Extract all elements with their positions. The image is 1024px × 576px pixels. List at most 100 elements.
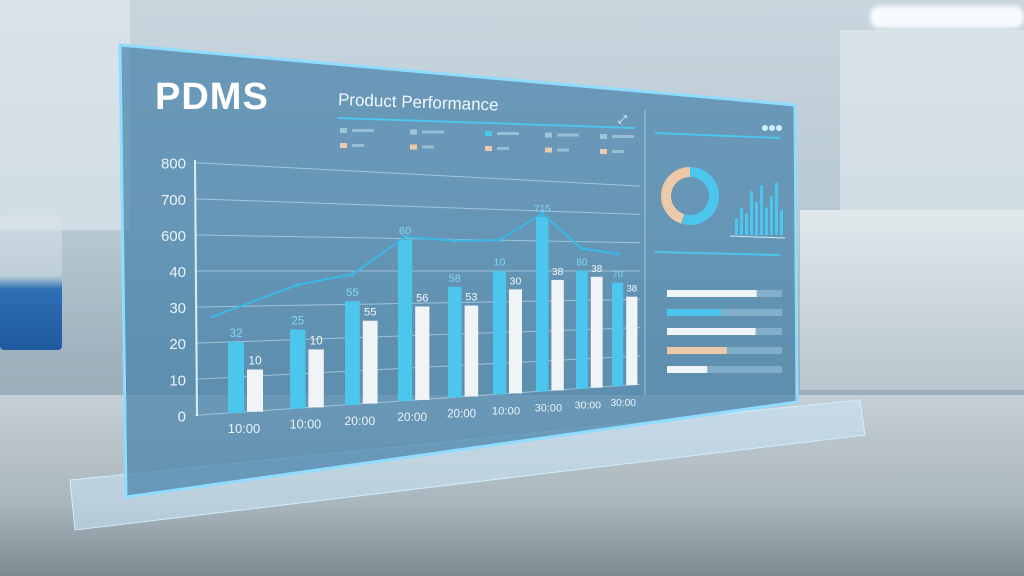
- side-underline: [654, 132, 781, 139]
- bar-series-2: [415, 306, 430, 400]
- x-tick-label: 10:00: [290, 418, 322, 432]
- progress-track: [667, 309, 782, 316]
- expand-icon[interactable]: ⤢: [618, 114, 627, 126]
- progress-fill: [667, 328, 756, 335]
- mini-bar: [770, 196, 773, 235]
- legend-text-blur: [497, 147, 509, 150]
- x-tick-label: 10:00: [228, 421, 261, 436]
- progress-fill: [667, 290, 757, 297]
- mini-bar: [755, 202, 758, 235]
- bar-series-1: [612, 282, 624, 387]
- data-label: 60: [399, 226, 411, 238]
- legend-swatch: [545, 132, 552, 138]
- legend-swatch: [545, 147, 552, 153]
- legend-text-blur: [422, 130, 444, 134]
- trend-point: [350, 272, 355, 277]
- progress-fill: [667, 366, 708, 373]
- mini-bar: [750, 191, 753, 235]
- trend-point: [452, 238, 457, 243]
- chart: 0 10 20 30 40 600 700 800 32 10 10:00 25 10 10:00 55 55…: [161, 156, 641, 436]
- x-tick-label: 20:00: [397, 410, 427, 424]
- mini-axis: [729, 235, 786, 239]
- x-tick-label: 10:00: [492, 405, 520, 417]
- y-tick-label: 10: [169, 372, 186, 389]
- legend-text-blur: [497, 132, 519, 135]
- y-tick-label: 30: [169, 300, 186, 317]
- bar-series-2: [590, 276, 603, 388]
- data-label: 715: [534, 204, 551, 215]
- y-tick-label: 700: [161, 192, 186, 209]
- legend-text-blur: [422, 145, 434, 149]
- data-label: 58: [449, 273, 461, 285]
- bar-series-1: [536, 216, 549, 392]
- x-tick-label: 20:00: [447, 408, 476, 421]
- bar-series-2: [551, 279, 564, 391]
- data-label: 32: [229, 326, 243, 340]
- title-underline: [337, 117, 636, 129]
- legend-swatch: [600, 149, 607, 154]
- bar-series-1: [398, 239, 413, 402]
- brand-title: PDMS: [155, 76, 269, 118]
- legend-swatch: [410, 129, 417, 135]
- bar-series-2: [464, 305, 479, 397]
- legend-swatch: [600, 134, 607, 139]
- mini-bar: [760, 185, 763, 235]
- bar-series-2: [362, 320, 378, 404]
- trend-point: [540, 211, 545, 216]
- gridline: [194, 162, 641, 187]
- data-label: 10: [248, 353, 262, 367]
- ceiling-light: [870, 6, 1024, 28]
- progress-track: [667, 366, 782, 373]
- bar-series-1: [576, 270, 588, 389]
- trend-point: [579, 246, 584, 251]
- trend-point: [497, 238, 502, 243]
- legend-text-blur: [612, 150, 624, 153]
- y-tick-label: 20: [169, 336, 186, 353]
- x-tick-label: 30:00: [610, 398, 636, 409]
- x-tick-label: 20:00: [344, 414, 375, 428]
- bar-series-1: [228, 342, 244, 414]
- y-tick-label: 800: [161, 156, 186, 173]
- data-label: 38: [591, 264, 602, 275]
- bar-series-1: [290, 329, 306, 409]
- lab-equipment: [800, 210, 1024, 390]
- bar-series-1: [345, 301, 360, 405]
- gridline: [194, 298, 641, 308]
- data-label: 55: [364, 307, 377, 319]
- bar-series-2: [509, 289, 522, 394]
- window-dots-icon[interactable]: [762, 125, 782, 131]
- mini-bar: [745, 213, 748, 235]
- reagent-bottle: [0, 215, 62, 350]
- bar-series-1: [493, 270, 506, 395]
- mini-bar: [775, 182, 778, 235]
- mini-bar: [735, 218, 738, 235]
- data-label: 25: [291, 315, 305, 328]
- y-tick-label: 600: [161, 228, 186, 245]
- legend-text-blur: [557, 133, 579, 137]
- donut-segment: [681, 167, 719, 225]
- bar-series-2: [308, 349, 324, 408]
- legend-swatch: [410, 144, 417, 150]
- data-label: 56: [416, 292, 428, 304]
- trend-point: [295, 282, 300, 287]
- gridline: [194, 198, 641, 215]
- background-window: [0, 0, 130, 230]
- background-window: [840, 30, 1024, 210]
- bar-series-2: [626, 296, 638, 386]
- data-label: 80: [576, 258, 587, 269]
- data-label: 30: [510, 275, 522, 287]
- progress-fill: [667, 309, 722, 316]
- trend-point: [615, 252, 620, 257]
- data-label: 10: [310, 334, 324, 347]
- x-tick-label: 30:00: [575, 400, 602, 412]
- legend-text-blur: [352, 144, 364, 147]
- side-underline: [654, 251, 781, 256]
- y-axis: [194, 159, 198, 417]
- donut-segment: [661, 167, 691, 224]
- data-label: 53: [465, 292, 477, 304]
- side-panel: [661, 167, 786, 373]
- legend-swatch: [340, 143, 347, 148]
- data-label: 38: [626, 284, 637, 295]
- legend-text-blur: [612, 135, 634, 138]
